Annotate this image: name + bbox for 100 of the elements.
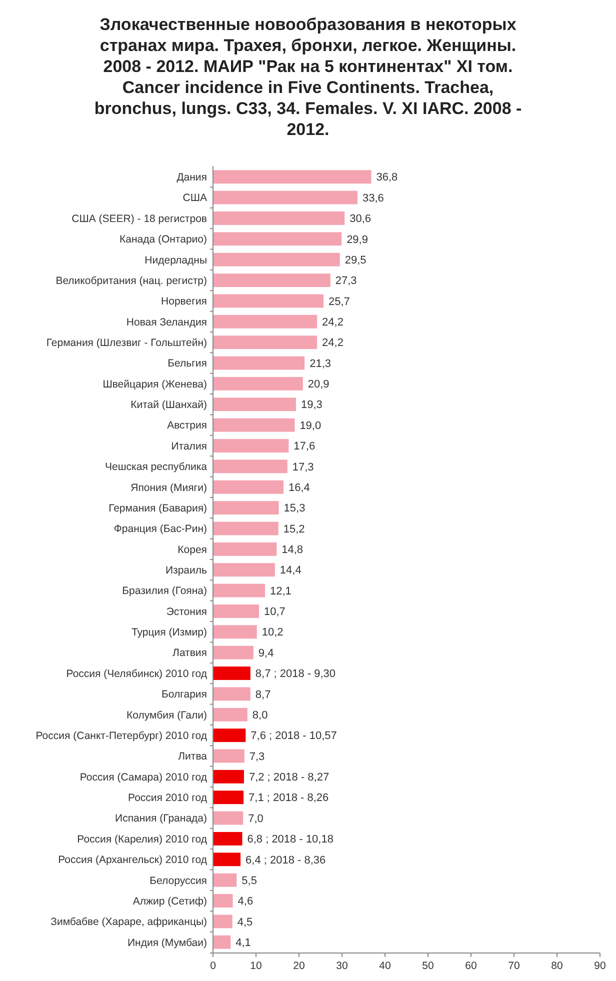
data-label: 6,4 ; 2018 - 8,36 — [246, 854, 326, 866]
bar — [213, 212, 345, 225]
data-label: 17,3 — [292, 461, 314, 474]
data-label: 8,7 — [255, 688, 271, 701]
data-label: 8,0 — [252, 709, 268, 722]
x-tick-label: 80 — [551, 960, 563, 972]
y-tick-label: Латвия — [172, 647, 207, 660]
y-tick-label: Россия (Самара) 2010 год — [80, 771, 207, 784]
bar — [213, 811, 244, 825]
y-tick-label: Австрия — [167, 420, 207, 432]
bar — [213, 501, 279, 515]
bar — [213, 914, 232, 928]
y-tick-label: Великобритания (нац. регистр) — [56, 274, 207, 287]
data-label: 19,3 — [300, 399, 322, 412]
data-label: 29,5 — [344, 254, 366, 266]
data-label: 15,3 — [284, 502, 306, 515]
bar — [213, 314, 318, 328]
y-tick-label: Белоруссия — [150, 874, 207, 887]
data-label: 10,2 — [262, 626, 284, 639]
data-label: 25,7 — [328, 296, 350, 308]
y-tick-label: Канада (Онтарио) — [119, 234, 207, 246]
y-tick-label: Франция (Бас-Рин) — [114, 523, 207, 536]
data-label: 19,0 — [300, 420, 322, 432]
bar — [213, 542, 277, 556]
y-tick-label: США (SEER) - 18 регистров — [72, 212, 208, 225]
bar — [213, 852, 241, 866]
data-label: 4,5 — [237, 916, 253, 928]
bar — [213, 170, 372, 184]
bar — [213, 832, 242, 846]
bar — [213, 232, 342, 246]
y-tick-label: США — [182, 192, 207, 204]
data-label: 7,2 ; 2018 - 8,27 — [248, 772, 330, 784]
bar — [213, 873, 237, 887]
bar — [213, 398, 296, 412]
bar — [213, 190, 358, 204]
bar — [213, 376, 303, 390]
y-tick-label: Израиль — [165, 564, 208, 577]
bar — [213, 935, 231, 949]
data-label: 4,6 — [238, 896, 254, 908]
data-label: 7,1 ; 2018 - 8,26 — [248, 792, 329, 804]
y-tick-label: Норвегия — [161, 296, 207, 308]
bar — [213, 584, 266, 598]
bar — [213, 480, 284, 494]
data-label: 17,6 — [294, 440, 316, 453]
bar — [213, 336, 318, 350]
x-tick-label: 70 — [508, 960, 520, 972]
y-tick-label: Эстония — [166, 606, 207, 618]
bar — [213, 294, 324, 308]
data-label: 7,3 — [249, 750, 265, 763]
bar — [213, 790, 244, 804]
y-tick-label: Бельгия — [168, 358, 207, 370]
data-label: 6,8 ; 2018 - 10,18 — [247, 834, 334, 846]
data-label: 4,1 — [236, 936, 251, 949]
bar — [213, 460, 288, 474]
bar — [213, 646, 254, 660]
y-tick-label: Нидерладны — [144, 254, 207, 266]
x-tick-label: 50 — [422, 960, 434, 972]
x-tick-label: 40 — [379, 960, 391, 972]
y-tick-label: Корея — [178, 544, 207, 556]
x-tick-label: 60 — [465, 960, 477, 972]
data-label: 7,6 ; 2018 - 10,57 — [250, 730, 337, 742]
bar — [213, 274, 330, 287]
y-tick-label: Россия (Архангельск) 2010 год — [58, 854, 207, 866]
data-label: 12,1 — [270, 585, 292, 598]
bar — [213, 563, 275, 577]
data-label: 36,8 — [376, 172, 398, 184]
data-label: 14,4 — [280, 564, 302, 577]
bar — [213, 666, 250, 680]
y-tick-label: Дания — [176, 172, 207, 184]
bar — [213, 894, 233, 908]
x-tick-label: 20 — [293, 960, 305, 972]
bar — [213, 604, 260, 618]
bar — [213, 252, 340, 266]
data-label: 14,8 — [282, 544, 304, 556]
data-label: 29,9 — [346, 234, 368, 246]
y-tick-label: Новая Зеландия — [126, 316, 207, 328]
y-tick-label: Алжир (Сетиф) — [132, 895, 207, 908]
y-tick-label: Россия 2010 год — [128, 792, 207, 804]
bar — [213, 356, 305, 370]
data-label: 20,9 — [308, 378, 330, 391]
data-label: 7,0 — [248, 812, 264, 825]
data-label: 10,7 — [264, 606, 286, 618]
y-tick-label: Колумбия (Гали) — [126, 709, 207, 722]
x-tick-label: 0 — [210, 960, 216, 972]
y-tick-label: Германия (Бавария) — [108, 502, 207, 514]
data-label: 5,5 — [242, 874, 257, 887]
y-tick-label: Испания (Гранада) — [115, 812, 207, 825]
data-label: 27,3 — [335, 275, 357, 288]
y-tick-label: Чешская республика — [105, 461, 208, 474]
bar — [213, 749, 244, 763]
y-tick-label: Индия (Мумбаи) — [127, 936, 207, 949]
x-tick-label: 30 — [336, 960, 348, 972]
chart-title: Злокачественные новообразования в некоторых странах мира. Трахея, бронхи, легкое. Женщины. 2008 - 2012. МАИР "Рак на 5 континентах" XI том. Cancer incidence in Five Continents. Trachea, bronchus, lungs. C33, 34. Females. V. XI IARC. 2008 - 2012. — [94, 15, 522, 139]
data-label: 21,3 — [310, 358, 332, 370]
y-tick-label: Япония (Мияги) — [130, 482, 207, 494]
bar — [213, 439, 289, 452]
data-label: 9,4 — [258, 647, 274, 660]
data-label: 33,6 — [362, 192, 384, 204]
y-tick-label: Россия (Челябинск) 2010 год — [66, 668, 207, 680]
x-tick-label: 90 — [594, 960, 606, 972]
